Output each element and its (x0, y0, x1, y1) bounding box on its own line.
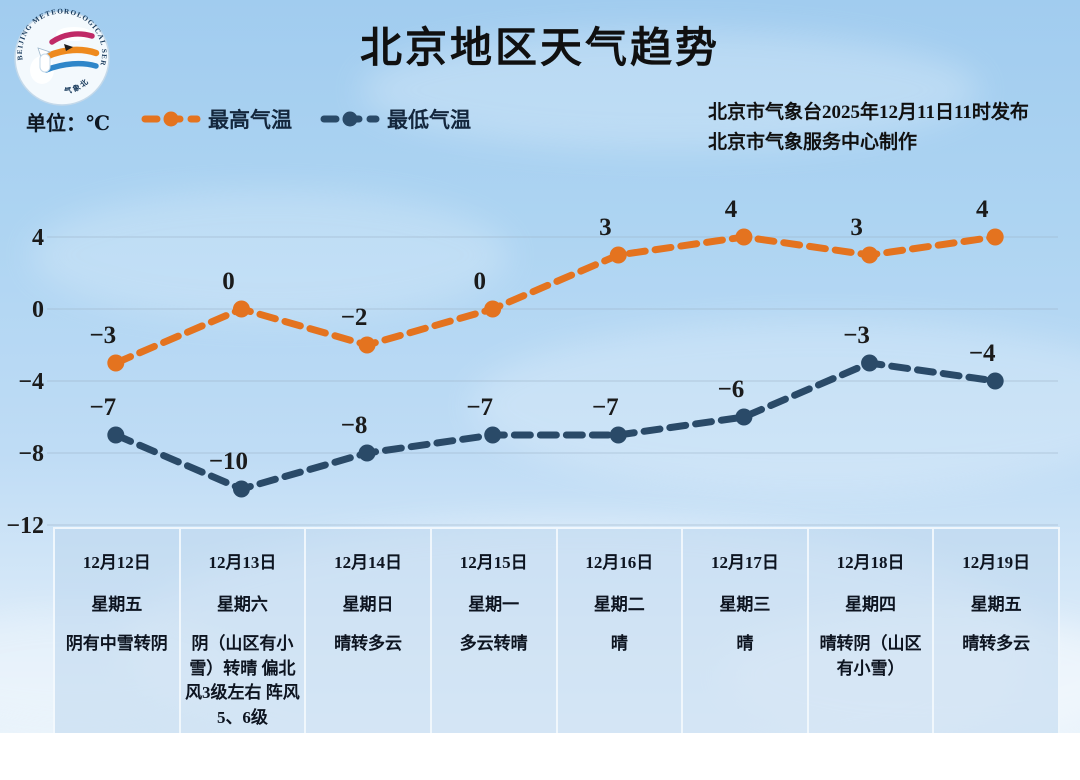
forecast-column: 12月19日 星期五晴转多云 (934, 529, 1060, 733)
forecast-week: 星期一 (468, 595, 520, 614)
beijing-meteorological-logo: BEIJING METEOROLOGICAL SERVICE 气象北京 (7, 0, 112, 108)
chart-legend: 最高气温 最低气温 (141, 104, 471, 134)
data-point-marker (735, 228, 753, 246)
forecast-date: 12月19日 (962, 553, 1031, 572)
issued-by-line: 北京市气象台2025年12月11日11时发布 (708, 102, 1029, 123)
produced-by-line: 北京市气象服务中心制作 (708, 132, 918, 153)
forecast-week: 星期五 (970, 595, 1022, 614)
forecast-weather: 阴有中雪转阴 (65, 634, 168, 653)
y-axis-tick-label: −4 (18, 369, 44, 395)
unit-label: 单位：℃ (26, 113, 110, 135)
cloud-decoration (360, 30, 980, 150)
data-point-marker (609, 246, 627, 264)
forecast-weather: 晴转多云 (334, 634, 403, 653)
legend-label-high-temp: 最高气温 (208, 108, 292, 132)
data-point-marker (484, 300, 502, 318)
forecast-date: 12月18日 (836, 553, 905, 572)
cloud-decoration (30, 190, 510, 320)
data-point-marker (107, 354, 125, 372)
low-temp-line-swatch-icon (320, 111, 380, 127)
forecast-column: 12月14日 星期日晴转多云 (306, 529, 432, 733)
data-point-label: −3 (89, 322, 116, 349)
data-point-marker (232, 480, 250, 498)
forecast-column: 12月15日 星期一多云转晴 (431, 529, 558, 733)
forecast-table: 12月12日 星期五 阴有中雪转阴 12月13日 星期六 阴（山区有小雪）转晴 偏北风3级… (53, 527, 1060, 733)
y-axis-tick-label: −8 (18, 441, 44, 467)
forecast-date: 12月13日 (208, 553, 277, 572)
high-temp-line-swatch-icon (141, 111, 201, 127)
data-point-marker (986, 372, 1004, 390)
forecast-date: 12月16日 (585, 553, 654, 572)
low-temp-line (112, 359, 999, 493)
y-axis-tick-label: 4 (32, 225, 44, 251)
data-point-marker (735, 408, 753, 426)
data-point-label: 3 (850, 214, 863, 241)
high-temp-line (112, 233, 999, 367)
forecast-weather: 阴（山区有小雪）转晴 偏北风3级左右 阵风5、6级 (185, 634, 300, 727)
data-point-label: −6 (718, 376, 745, 403)
data-point-label: −4 (969, 340, 996, 367)
forecast-column: 12月16日 星期二晴 (557, 529, 684, 733)
data-point-label: −2 (341, 304, 368, 331)
data-point-label: −7 (592, 394, 619, 421)
data-point-label: 0 (222, 268, 235, 295)
forecast-week: 星期四 (845, 595, 897, 614)
forecast-column: 12月13日 星期六阴（山区有小雪）转晴 偏北风3级左右 阵风5、6级 (180, 529, 307, 733)
legend-label-low-temp: 最低气温 (387, 108, 471, 132)
forecast-date: 12月17日 (710, 553, 779, 572)
data-point-marker (484, 426, 502, 444)
y-axis-tick-label: 0 (32, 297, 44, 323)
temperature-trend-chart: 4 0 −4 −8 −12 −3 0 −2 0 3 4 3 4 −7 −10 −8 −7 −7 −6 −3 −4 (6, 196, 1058, 539)
data-point-label: −10 (209, 448, 248, 475)
data-point-marker (609, 426, 627, 444)
forecast-weather: 晴 (736, 634, 754, 653)
forecast-column: 12月18日 星期四晴转阴（山区有小雪） (808, 529, 935, 733)
forecast-week: 星期二 (593, 595, 645, 614)
forecast-column: 12月12日 星期五阴有中雪转阴 (55, 529, 181, 733)
forecast-weather: 晴转多云 (962, 634, 1031, 653)
legend-item-low-temp: 最低气温 (320, 104, 471, 134)
data-point-marker (358, 444, 376, 462)
legend-item-high-temp: 最高气温 (141, 104, 292, 134)
forecast-week: 星期日 (342, 595, 394, 614)
data-point-marker (358, 336, 376, 354)
data-point-marker (861, 246, 879, 264)
forecast-date: 12月15日 (459, 553, 528, 572)
page-title: 北京地区天气趋势 (359, 26, 720, 72)
data-point-marker (107, 426, 125, 444)
data-point-marker (861, 354, 879, 372)
data-point-marker (986, 228, 1004, 246)
forecast-date: 12月14日 (334, 553, 403, 572)
forecast-date: 12月12日 (82, 553, 151, 572)
data-point-label: −7 (89, 394, 116, 421)
forecast-column: 12月17日 星期三晴 (683, 529, 809, 733)
data-point-label: 4 (725, 196, 738, 223)
forecast-weather: 多云转晴 (459, 634, 528, 653)
forecast-week: 星期五 (91, 595, 143, 614)
data-point-label: −8 (341, 412, 368, 439)
forecast-weather: 晴转阴（山区有小雪） (819, 634, 922, 678)
data-point-label: −3 (843, 322, 870, 349)
y-axis-tick-label: −12 (6, 513, 44, 539)
data-point-marker (232, 300, 250, 318)
logo-icon: BEIJING METEOROLOGICAL SERVICE 气象北京 (7, 0, 110, 106)
forecast-week: 星期三 (719, 595, 771, 614)
issue-info: 北京市气象台2025年12月11日11时发布 北京市气象服务中心制作 (708, 98, 1068, 158)
data-point-label: 4 (976, 196, 989, 223)
data-point-label: −7 (466, 394, 493, 421)
data-point-label: 0 (473, 268, 486, 295)
data-point-label: 3 (599, 214, 612, 241)
forecast-weather: 晴 (610, 634, 628, 653)
forecast-week: 星期六 (216, 595, 268, 614)
